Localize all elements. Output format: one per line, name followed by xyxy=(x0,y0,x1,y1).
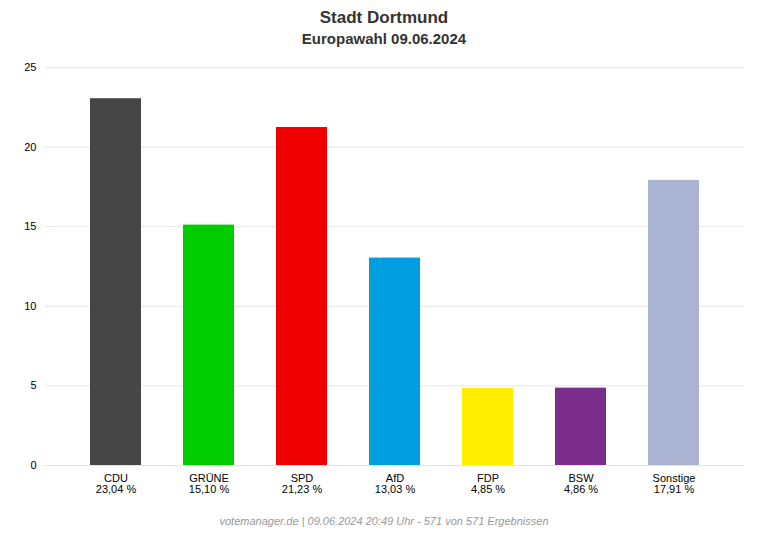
svg-text:10: 10 xyxy=(24,300,36,312)
svg-text:BSW4,86 %: BSW4,86 % xyxy=(564,472,598,495)
html-text:Stadt Dortmund: Stadt Dortmund xyxy=(319,8,449,27)
svg-text:0: 0 xyxy=(30,459,36,471)
svg-text:5: 5 xyxy=(30,379,36,391)
svg-text:FDP4,85 %: FDP4,85 % xyxy=(471,472,505,495)
svg-text:25: 25 xyxy=(24,61,36,73)
html-text:votemanager.de | 09.06.2024 20: votemanager.de | 09.06.2024 20:49 Uhr - … xyxy=(219,515,549,527)
svg-text:15: 15 xyxy=(24,220,36,232)
svg-text:Sonstige17,91 %: Sonstige17,91 % xyxy=(653,472,696,495)
svg-text:GRÜNE15,10 %: GRÜNE15,10 % xyxy=(189,472,230,495)
svg-text:20: 20 xyxy=(24,141,36,153)
svg-text:AfD13,03 %: AfD13,03 % xyxy=(375,472,416,495)
html-text:Europawahl 09.06.2024: Europawahl 09.06.2024 xyxy=(301,30,467,47)
svg-text:CDU23,04 %: CDU23,04 % xyxy=(96,472,137,495)
svg-text:SPD21,23 %: SPD21,23 % xyxy=(282,472,323,495)
